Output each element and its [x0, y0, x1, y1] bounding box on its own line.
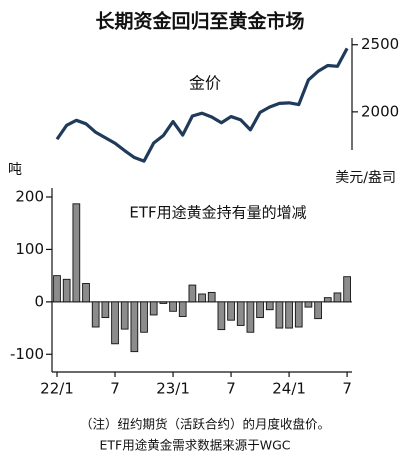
bar — [178, 301, 187, 317]
bar — [217, 301, 226, 331]
bar — [285, 301, 293, 329]
bar — [169, 301, 177, 312]
series-label: 金价 — [189, 74, 221, 93]
bar — [72, 203, 81, 303]
x-tick-label: 24/1 — [272, 380, 306, 398]
bar — [265, 301, 274, 311]
note: （注）纽约期货（活跃合约）的月度收盘价。 — [80, 417, 330, 432]
bar — [82, 283, 90, 303]
bar — [275, 301, 284, 329]
y-tick-label: 0 — [34, 292, 44, 310]
bar — [111, 301, 119, 345]
bar — [101, 301, 110, 319]
x-tick-label: 7 — [342, 380, 352, 398]
bar — [207, 291, 216, 303]
y-tick-label: 100 — [15, 240, 44, 258]
bar — [91, 301, 100, 328]
bar — [62, 278, 71, 303]
line — [55, 47, 349, 163]
bar — [159, 301, 168, 304]
axis-unit: 美元/盎司 — [335, 170, 396, 186]
axis-unit: 吨 — [8, 162, 22, 178]
bar — [323, 297, 332, 303]
chart-title: 长期资金回归至黄金市场 — [95, 10, 304, 33]
y-tick-label: -100 — [10, 345, 44, 363]
bar — [236, 301, 245, 326]
x-tick-label: 7 — [226, 380, 236, 398]
bar — [304, 301, 313, 308]
bar — [188, 284, 197, 303]
bar — [333, 292, 342, 303]
bar — [294, 301, 303, 328]
bar — [120, 301, 129, 330]
x-tick-label: 7 — [110, 380, 120, 398]
note: ETF用途黄金需求数据来源于WGC — [100, 438, 291, 453]
bar — [227, 301, 235, 321]
series-label: ETF用途黄金持有量的增减 — [129, 204, 306, 222]
bar — [53, 275, 61, 303]
bar — [314, 301, 322, 320]
x-tick-label: 22/1 — [40, 380, 74, 398]
bar — [149, 301, 158, 316]
y-tick-label: 200 — [15, 187, 44, 205]
bar — [343, 276, 351, 303]
bar — [246, 301, 255, 333]
x-tick-label: 23/1 — [156, 380, 190, 398]
bar — [140, 301, 148, 333]
bar — [198, 293, 206, 303]
y-tick-label: 2000 — [361, 102, 399, 120]
y-tick-label: 2500 — [361, 35, 399, 53]
bar — [130, 301, 139, 353]
bar — [256, 301, 264, 319]
